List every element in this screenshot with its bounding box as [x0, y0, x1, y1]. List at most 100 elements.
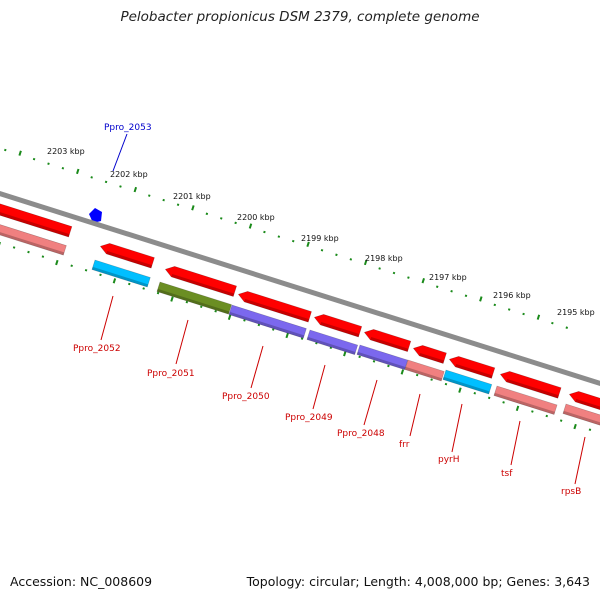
scale-minor-tick: [551, 321, 554, 325]
accession-label: Accession: NC_008609: [10, 574, 153, 589]
lower-major-tick: [515, 405, 520, 412]
lower-minor-tick: [199, 305, 203, 308]
gene-block-shade: [91, 266, 149, 288]
lower-minor-tick: [444, 382, 448, 386]
reverse-gene-label: Ppro_2052: [73, 344, 121, 354]
scale-minor-tick: [263, 230, 266, 234]
genome-summary: Topology: circular; Length: 4,008,000 bp…: [246, 574, 590, 589]
scale-tick-label: 2199 kbp: [301, 234, 339, 243]
reverse-gene-label: rpsB: [561, 487, 581, 497]
gene-block-shade: [228, 311, 305, 339]
scale-minor-tick: [32, 157, 36, 161]
scale-tick-label: 2195 kbp: [557, 308, 595, 317]
lower-minor-tick: [271, 328, 275, 331]
scale-major-tick: [306, 241, 310, 247]
scale-tick-label: 2201 kbp: [173, 192, 211, 201]
lower-minor-tick: [473, 392, 477, 395]
gene-block-shade: [562, 410, 600, 426]
lower-minor-tick: [372, 360, 376, 363]
lower-minor-tick: [70, 264, 73, 267]
gene-block: [0, 224, 67, 256]
reverse-gene-label: Ppro_2051: [147, 369, 195, 379]
gene-block-shade: [404, 366, 443, 381]
scale-minor-tick: [205, 212, 209, 216]
scale-minor-tick: [47, 162, 50, 165]
scale-minor-tick: [176, 203, 180, 206]
forward-gene-label: Ppro_2053: [104, 123, 152, 133]
lower-major-tick: [573, 423, 577, 430]
gene-arrow-red-shade: [506, 378, 559, 399]
scale-minor-tick: [435, 285, 439, 288]
gene-arrow-red: [237, 291, 312, 323]
scale-minor-tick: [349, 258, 353, 261]
lower-minor-tick: [487, 396, 491, 400]
gene-block-shade: [0, 232, 65, 256]
lower-major-tick: [112, 278, 117, 284]
gene-block-shade: [156, 288, 230, 315]
scale-major-tick: [248, 223, 253, 229]
reverse-gene-label: Ppro_2049: [285, 413, 333, 423]
gene-arrow-red-shade: [0, 212, 70, 238]
gene-block: [404, 359, 445, 382]
lower-major-tick: [400, 369, 405, 375]
reverse-label-leader: [409, 393, 421, 437]
scale-major-tick: [363, 259, 368, 266]
lower-minor-tick: [415, 373, 419, 377]
scale-minor-tick: [320, 249, 324, 252]
reverse-label-leader: [574, 436, 586, 485]
lower-minor-tick: [27, 250, 30, 254]
gene-block-shade: [356, 351, 406, 370]
gene-arrow-red-shade: [244, 298, 310, 323]
gene-block: [306, 329, 359, 355]
reverse-gene-label: tsf: [501, 469, 513, 479]
scale-minor-tick: [234, 221, 237, 225]
scale-minor-tick: [104, 180, 108, 184]
scale-major-tick: [18, 150, 22, 156]
forward-gene-marker: [89, 208, 102, 223]
lower-minor-tick: [243, 319, 246, 322]
scale-minor-tick: [507, 308, 511, 311]
scale-minor-tick: [522, 312, 525, 316]
reverse-gene-label: frr: [399, 440, 410, 450]
gene-block: [156, 281, 232, 315]
lower-minor-tick: [142, 287, 145, 290]
reverse-label-leader: [363, 379, 378, 426]
gene-block: [493, 385, 558, 415]
scale-minor-tick: [277, 235, 281, 238]
gene-block-shade: [442, 376, 490, 395]
scale-minor-tick: [378, 267, 381, 270]
map-title: Pelobacter propionicus DSM 2379, complet…: [120, 9, 480, 25]
lower-minor-tick: [531, 410, 534, 413]
scale-minor-tick: [148, 194, 151, 197]
lower-minor-tick: [41, 255, 45, 258]
scale-minor-tick: [162, 198, 165, 202]
gene-block: [91, 259, 151, 288]
lower-major-tick: [343, 351, 347, 357]
lower-minor-tick: [214, 310, 217, 313]
lower-major-tick: [227, 314, 232, 320]
lower-minor-tick: [559, 419, 563, 422]
reverse-label-leader: [175, 319, 189, 365]
lower-minor-tick: [257, 323, 261, 327]
lower-major-tick: [285, 332, 289, 339]
scale-minor-tick: [219, 217, 223, 220]
scale-minor-tick: [90, 176, 93, 179]
scale-minor-tick: [4, 148, 7, 152]
scale-tick-label: 2196 kbp: [493, 291, 531, 300]
gene-arrow-red: [164, 266, 237, 297]
gene-arrow-red-shade: [575, 398, 600, 410]
lower-minor-tick: [99, 273, 102, 277]
gene-arrow-red: [499, 371, 562, 399]
gene-block: [562, 403, 600, 426]
lower-minor-tick: [128, 282, 131, 286]
gene-block-shade: [493, 392, 555, 415]
gene-block: [442, 369, 493, 395]
genome-backbone: [0, 190, 600, 387]
gene-arrow-red: [568, 391, 600, 411]
gene-arrow-red: [412, 345, 447, 364]
scale-minor-tick: [61, 167, 65, 170]
gene-arrow-red: [363, 329, 412, 353]
lower-minor-tick: [156, 291, 160, 295]
scale-ticks-layer: 2203 kbp 2202 kbp 2201 kbp 2200 kbp 2199 kbp…: [0, 147, 595, 431]
lower-minor-tick: [185, 300, 189, 304]
